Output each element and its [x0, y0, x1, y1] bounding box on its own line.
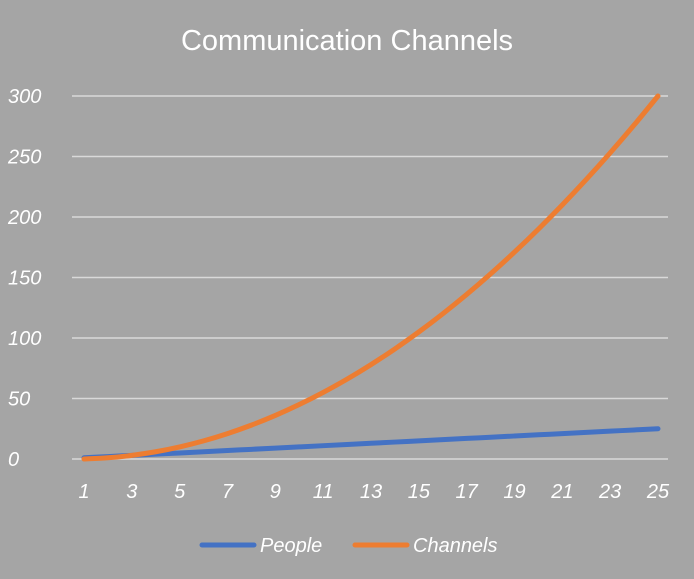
x-tick-label: 13	[360, 481, 382, 503]
x-tick-label: 17	[456, 481, 479, 503]
x-tick-label: 7	[222, 481, 234, 503]
chart-title: Communication Channels	[181, 25, 513, 57]
y-tick-label: 50	[8, 389, 30, 411]
legend-label-channels: Channels	[413, 535, 498, 557]
legend-label-people: People	[260, 535, 322, 557]
series-lines	[81, 93, 661, 462]
series-line-channels	[81, 93, 661, 462]
legend: People Channels	[199, 535, 498, 557]
y-tick-label: 200	[7, 207, 41, 229]
y-tick-label: 150	[8, 268, 41, 290]
x-tick-label: 25	[646, 481, 670, 503]
x-tick-label: 1	[78, 481, 89, 503]
y-tick-label: 0	[8, 449, 19, 471]
x-tick-label: 3	[126, 481, 137, 503]
y-tick-label: 300	[8, 86, 41, 108]
y-tick-label: 100	[8, 328, 41, 350]
x-axis-ticks: 1 3 5 7 9 11 13 15 17 19 21 23 25	[78, 481, 670, 503]
x-tick-label: 11	[313, 481, 334, 503]
gridlines	[72, 95, 668, 460]
series-line-people	[81, 426, 661, 461]
x-tick-label: 9	[270, 481, 281, 503]
x-tick-label: 21	[550, 481, 573, 503]
y-axis-ticks: 0 50 100 150 200 250 300	[7, 86, 41, 471]
y-tick-label: 250	[7, 147, 41, 169]
x-tick-label: 23	[598, 481, 621, 503]
x-tick-label: 19	[503, 481, 525, 503]
x-tick-label: 15	[408, 481, 431, 503]
x-tick-label: 5	[174, 481, 186, 503]
